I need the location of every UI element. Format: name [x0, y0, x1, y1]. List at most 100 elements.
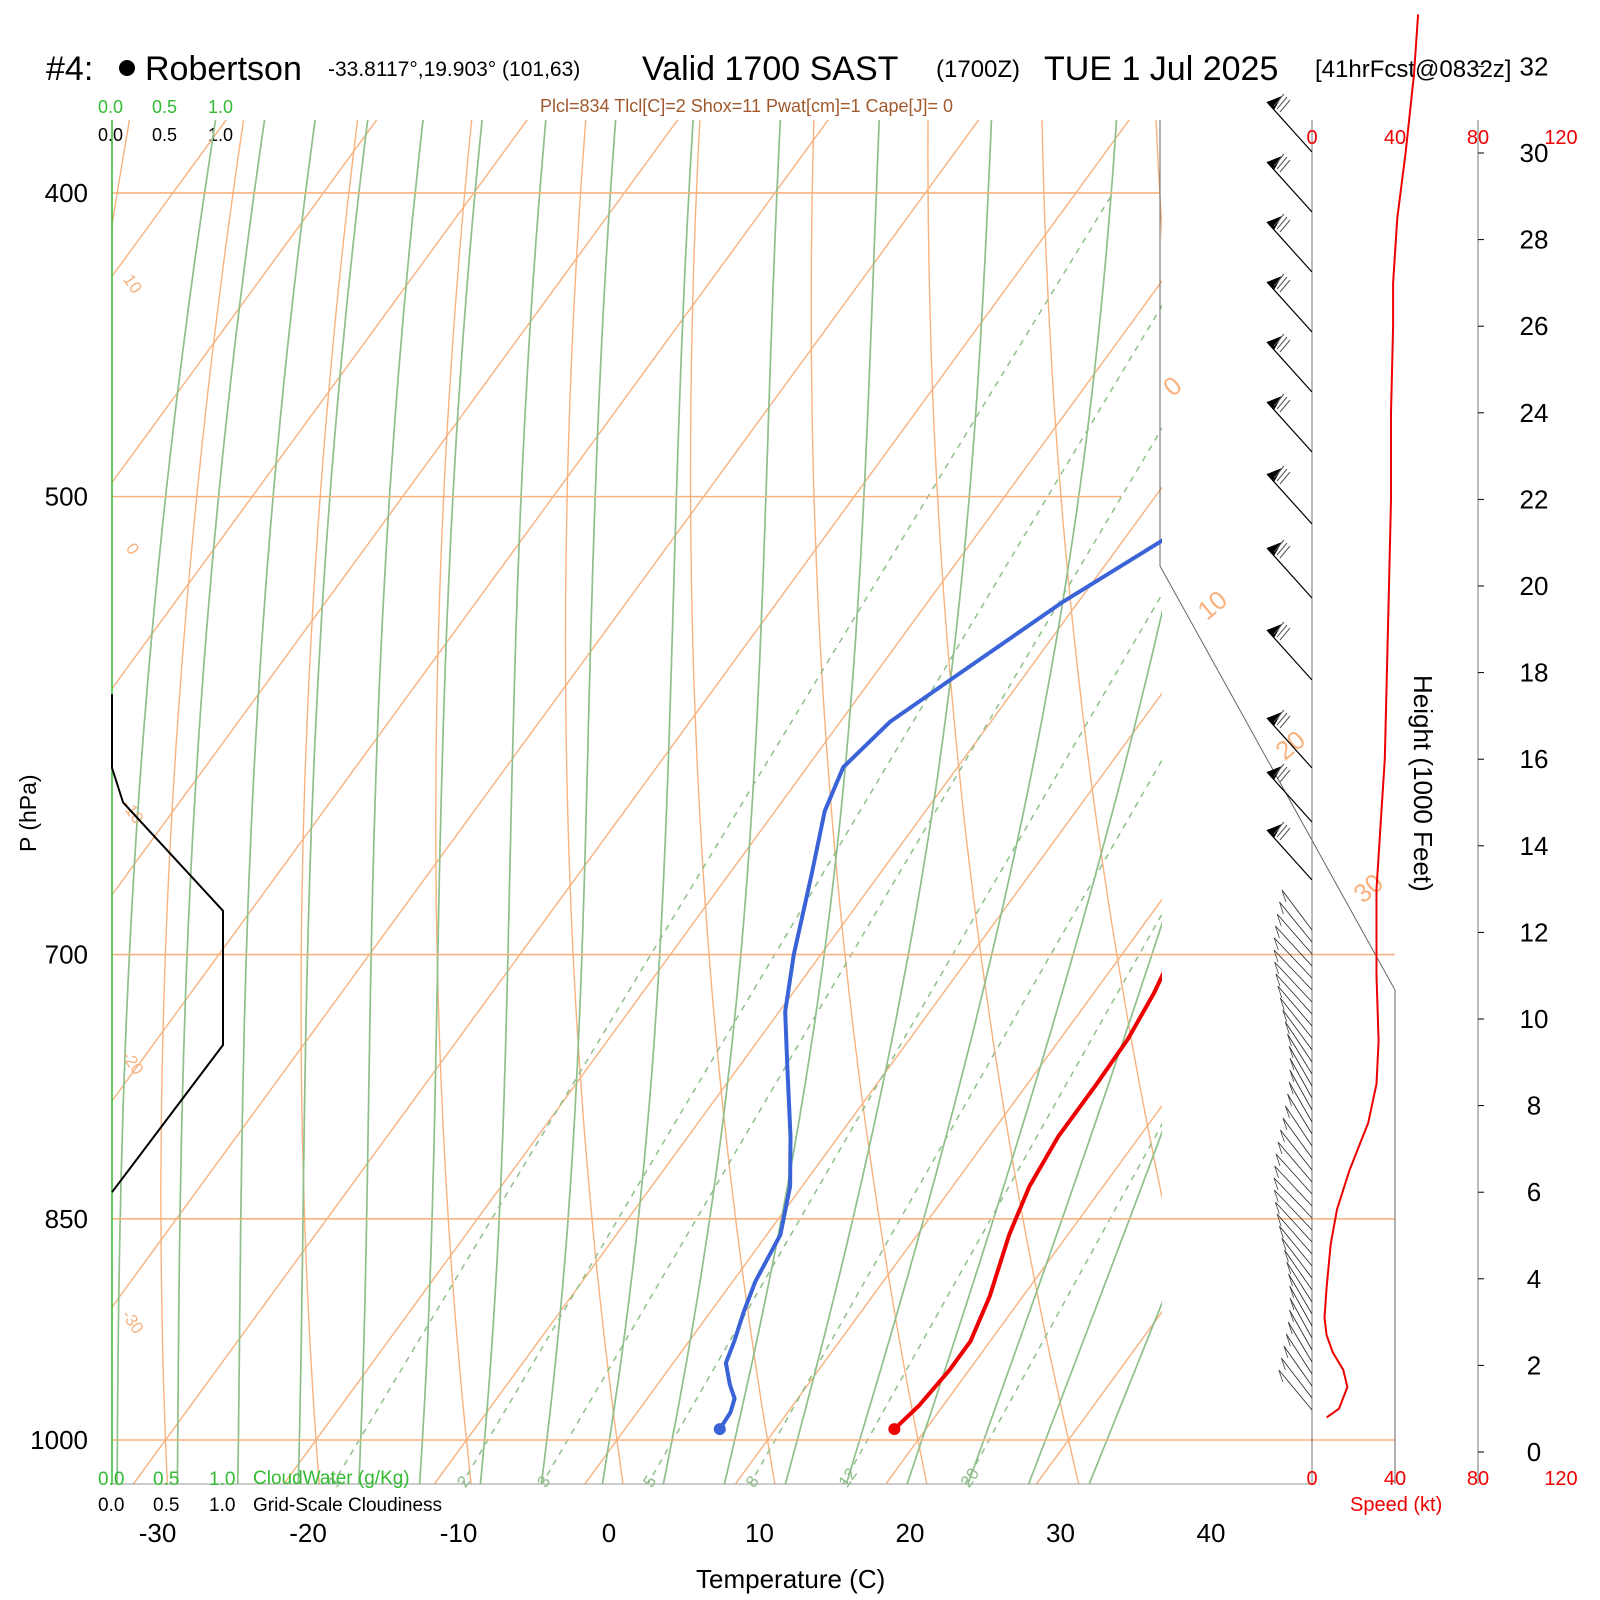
- wind-barb-staff: [1274, 937, 1313, 979]
- wind-barb-staff: [1282, 1009, 1313, 1051]
- wind-barb-staff: [1266, 771, 1313, 823]
- speed-tick-label-bottom: 0: [1306, 1468, 1317, 1490]
- wind-barb-staff: [1287, 1321, 1313, 1363]
- wind-barb-staff: [1266, 717, 1313, 769]
- wind-barb-flag: [1276, 624, 1288, 638]
- wind-barb-staff: [1276, 913, 1313, 955]
- wind-barb-flag: [1279, 545, 1291, 559]
- height-tick-label: 20: [1520, 571, 1549, 601]
- speed-tick-label-top: 0: [1306, 127, 1317, 149]
- wind-barb-staff: [1284, 1249, 1313, 1291]
- wind-barb-staff: [1275, 1153, 1313, 1195]
- wind-barb-flag: [1284, 1249, 1289, 1263]
- wind-barb-flag: [1274, 925, 1280, 939]
- pressure-tick-label: 700: [45, 940, 88, 970]
- wind-barb-flag: [1281, 1237, 1287, 1251]
- wind-barb-pennant: [1267, 712, 1282, 726]
- wind-barb-staff: [1278, 1369, 1313, 1411]
- wind-barb-flag: [1276, 913, 1282, 927]
- wind-barb-flag: [1273, 539, 1285, 553]
- isotherm-line: [112, 120, 679, 896]
- valid-date: TUE 1 Jul 2025: [1044, 50, 1278, 88]
- valid-time: Valid 1700 SAST: [642, 50, 898, 88]
- speed-axis-title: Speed (kt): [1350, 1494, 1442, 1516]
- valid-zulu: (1700Z): [936, 56, 1020, 83]
- station-coords: -33.8117°,19.903° (101,63): [328, 58, 580, 81]
- moist-adiabat-line: [967, 920, 1162, 1484]
- temperature-axis: -30 -20 -10 0 10 20 30 40: [139, 1518, 1226, 1548]
- wind-barb-staff: [1274, 1165, 1313, 1207]
- dry-adiabat-line: [1155, 120, 1162, 242]
- moist-adiabat-line: [116, 120, 217, 1484]
- wind-barb-flag: [1275, 1153, 1281, 1167]
- temperature-tick-label: 30: [1046, 1518, 1075, 1548]
- pressure-tick-label: 1000: [30, 1425, 88, 1455]
- isotherm-label: 10: [1191, 584, 1232, 626]
- isotherm-label: 0: [1157, 370, 1187, 402]
- wind-barb-staff: [1273, 949, 1313, 991]
- cloud-scale-bottom-green-1: 0.5: [153, 1469, 179, 1490]
- wind-barb-flag: [1273, 937, 1279, 951]
- isotherm-line: [112, 120, 980, 1309]
- dry-adiabat-line: [435, 120, 473, 1484]
- wind-barb-flag: [1273, 621, 1285, 635]
- mixing-ratio-line: [332, 192, 1114, 1484]
- cloud-scale-top-green-1: 0.5: [152, 97, 177, 117]
- cloud-scale-bottom-green-2: 1.0: [209, 1469, 235, 1490]
- isotherm-line: [0, 0, 489, 1506]
- moist-adiabat-line: [1088, 1300, 1162, 1484]
- cloudwater-label: CloudWater (g/Kg): [253, 1468, 410, 1489]
- height-tick-label: 14: [1520, 831, 1549, 861]
- wind-barb-flag: [1287, 1093, 1292, 1107]
- isotherm-line: [112, 120, 829, 1103]
- height-tick-label: 10: [1520, 1004, 1549, 1034]
- wind-barb-staff: [1288, 1273, 1313, 1315]
- cloud-scale-bottom-black-2: 1.0: [209, 1495, 235, 1516]
- moist-adiabat-line: [723, 120, 881, 1484]
- isotherm-label: -20: [118, 1047, 148, 1078]
- wind-barb-flag: [1276, 276, 1288, 290]
- dewpoint-profile: [718, 538, 1162, 1431]
- wind-barb-staff: [1285, 1105, 1313, 1147]
- wind-speed-profile: [1323, 14, 1420, 1419]
- mixing-ratio-line: [749, 758, 1162, 1484]
- mixing-ratio-line: [461, 304, 1162, 1484]
- wind-barb-staff: [1282, 1117, 1313, 1159]
- wind-barb-staff: [1274, 961, 1313, 1003]
- station-name: Robertson: [145, 50, 302, 88]
- wind-barb-staff: [1281, 1357, 1313, 1399]
- wind-barb-flag: [1284, 1021, 1290, 1035]
- wind-barb-staff: [1277, 985, 1313, 1027]
- wind-barb-staff: [1289, 1057, 1313, 1099]
- height-tick-label: 4: [1527, 1264, 1541, 1294]
- wind-barb-pennant: [1267, 624, 1282, 638]
- height-tick-label: 28: [1520, 225, 1549, 255]
- isotherm-label: 30: [1347, 867, 1388, 909]
- mixing-ratio-line: [646, 592, 1162, 1484]
- cloud-scale-top: 0.0 0.5 1.0 0.0 0.5 1.0: [98, 97, 233, 145]
- wind-barb-staff: [1288, 1045, 1313, 1087]
- isotherm-line: [112, 120, 227, 278]
- wind-barb-pennant: [1267, 542, 1282, 556]
- mixing-ratio-label: 12: [835, 1464, 861, 1490]
- speed-tick-label-top: 40: [1384, 127, 1406, 149]
- plot-lines: [0, 0, 1162, 1506]
- dry-adiabat-line: [160, 120, 245, 1484]
- wind-barb-flag: [1273, 1189, 1279, 1203]
- wind-barb-flag: [1277, 985, 1283, 999]
- speed-tick-label-bottom: 120: [1544, 1468, 1577, 1490]
- wind-barb-flag: [1282, 1117, 1288, 1131]
- wind-barb-flag: [1286, 1261, 1292, 1275]
- wind-barb-flag: [1273, 763, 1285, 777]
- mixing-ratio-line: [842, 912, 1162, 1484]
- wind-barb-flag: [1276, 156, 1288, 170]
- wind-barb-pennant: [1267, 336, 1282, 350]
- height-tick-label: 16: [1520, 744, 1549, 774]
- temperature-tick-label: 40: [1197, 1518, 1226, 1548]
- dry-adiabat-line: [564, 120, 624, 1484]
- wind-barb-flag: [1279, 159, 1291, 173]
- wind-barb-flag: [1289, 1057, 1295, 1071]
- height-tick-label: 0: [1527, 1437, 1541, 1467]
- cloud-scale-top-black-1: 0.5: [152, 125, 177, 145]
- wind-barb-flag: [1279, 997, 1285, 1011]
